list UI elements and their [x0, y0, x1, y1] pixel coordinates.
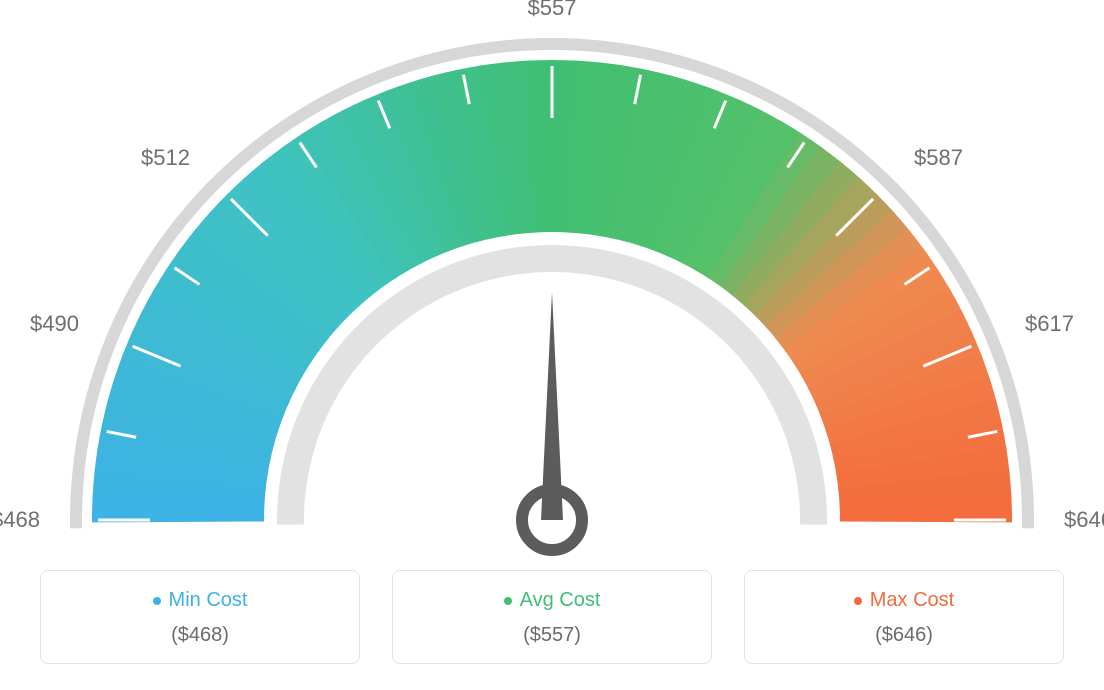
legend-row: Min Cost ($468) Avg Cost ($557) Max Cost… [0, 570, 1104, 664]
gauge-svg: $468 $490 $512 $557 $587 $617 $646 [0, 0, 1104, 560]
svg-text:$587: $587 [914, 145, 963, 170]
legend-value-min: ($468) [51, 624, 349, 647]
legend-title-min: Min Cost [153, 589, 248, 612]
svg-text:$512: $512 [141, 145, 190, 170]
legend-card-avg: Avg Cost ($557) [392, 570, 712, 664]
legend-card-max: Max Cost ($646) [744, 570, 1064, 664]
legend-value-avg: ($557) [403, 624, 701, 647]
svg-text:$468: $468 [0, 507, 40, 532]
gauge-chart: $468 $490 $512 $557 $587 $617 $646 [0, 0, 1104, 560]
legend-title-max: Max Cost [854, 589, 954, 612]
svg-text:$617: $617 [1025, 311, 1074, 336]
svg-text:$490: $490 [30, 311, 79, 336]
legend-title-avg: Avg Cost [504, 589, 601, 612]
legend-value-max: ($646) [755, 624, 1053, 647]
legend-card-min: Min Cost ($468) [40, 570, 360, 664]
svg-text:$646: $646 [1064, 507, 1104, 532]
svg-text:$557: $557 [528, 0, 577, 20]
